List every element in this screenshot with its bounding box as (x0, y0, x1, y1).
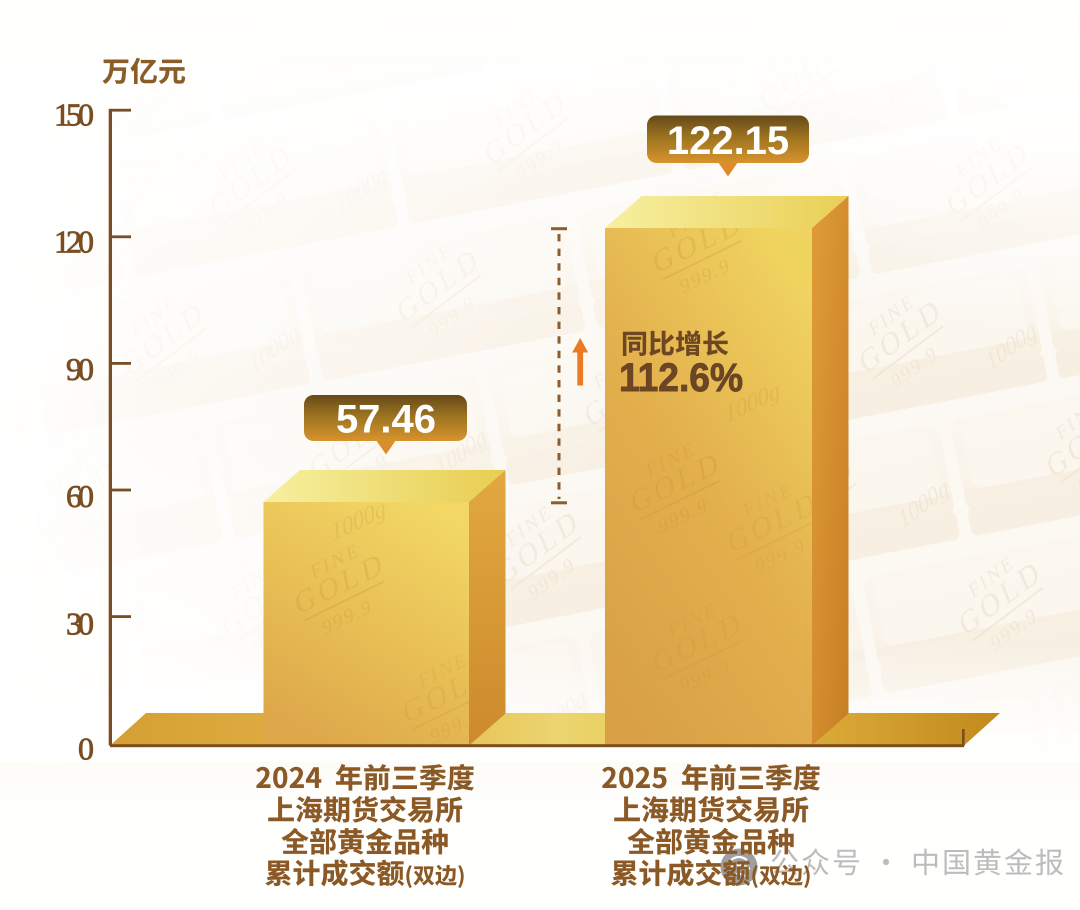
svg-text:120: 120 (54, 224, 94, 260)
svg-text:30: 30 (66, 605, 94, 641)
svg-text:60: 60 (66, 478, 94, 514)
svg-text:0: 0 (78, 731, 94, 767)
svg-text:90: 90 (66, 351, 94, 387)
svg-text:112.6%: 112.6% (619, 356, 743, 400)
svg-text:150: 150 (54, 97, 94, 133)
svg-text:57.46: 57.46 (336, 398, 436, 442)
svg-text:122.15: 122.15 (667, 119, 789, 163)
